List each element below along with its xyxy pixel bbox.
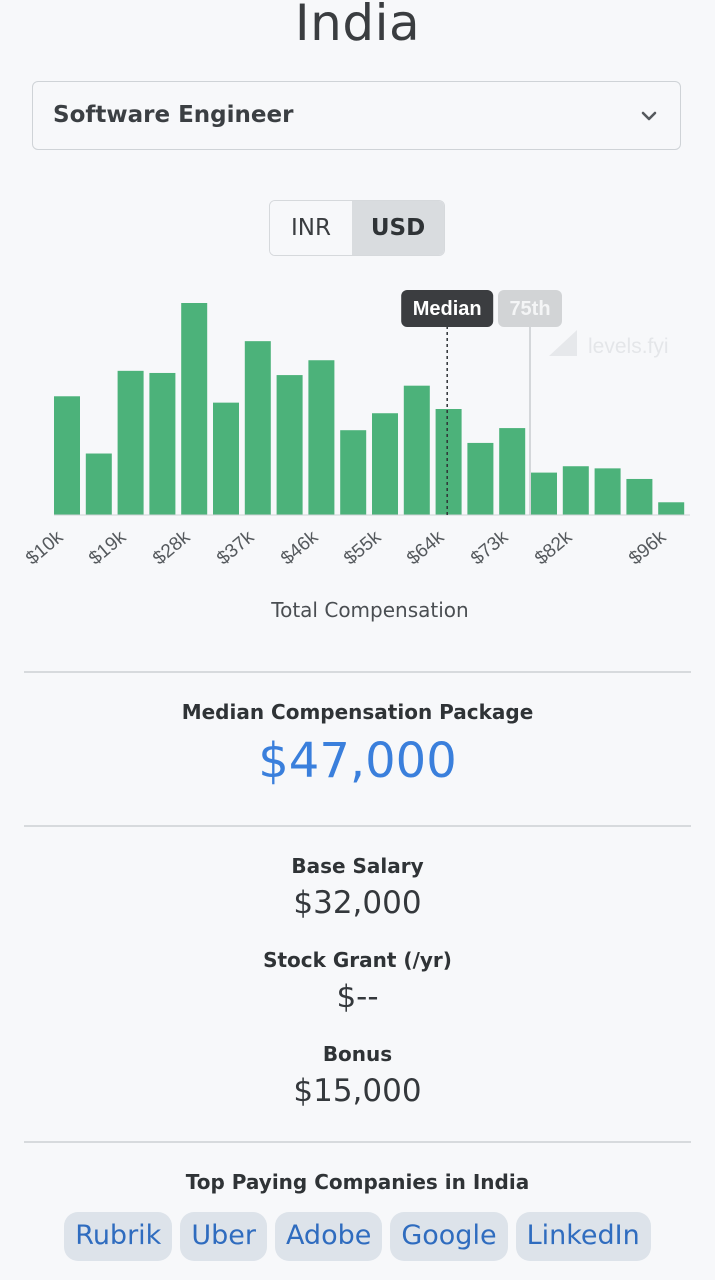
histogram-bar[interactable] bbox=[372, 413, 398, 515]
stock-grant-label: Stock Grant (/yr) bbox=[263, 948, 452, 972]
histogram-bar[interactable] bbox=[467, 442, 494, 515]
base-salary-label: Base Salary bbox=[291, 854, 424, 878]
histogram-bar[interactable] bbox=[244, 341, 271, 515]
x-tick-label: $46k bbox=[277, 526, 322, 569]
top-companies-list: Rubrik Uber Adobe Google LinkedIn bbox=[0, 1212, 715, 1261]
company-chip-linkedin[interactable]: LinkedIn bbox=[515, 1212, 651, 1261]
base-salary-value: $32,000 bbox=[293, 885, 422, 921]
x-tick-label: $82k bbox=[531, 526, 576, 569]
chevron-down-icon bbox=[641, 111, 657, 121]
histogram-bar[interactable] bbox=[403, 385, 430, 515]
company-chip-rubrik[interactable]: Rubrik bbox=[64, 1212, 173, 1261]
median-package-value: $47,000 bbox=[258, 733, 457, 789]
currency-usd-button[interactable]: USD bbox=[352, 201, 444, 255]
histogram-bar[interactable] bbox=[54, 396, 80, 515]
histogram-bar[interactable] bbox=[85, 453, 112, 515]
x-tick-label: $10k bbox=[22, 526, 67, 569]
x-tick-label: $37k bbox=[213, 526, 258, 569]
bonus-value: $15,000 bbox=[293, 1073, 422, 1109]
histogram-bar[interactable] bbox=[658, 502, 685, 515]
histogram-bar[interactable] bbox=[340, 430, 367, 515]
job-title-select[interactable]: Software Engineer bbox=[32, 81, 681, 150]
median-package-label: Median Compensation Package bbox=[181, 700, 534, 724]
histogram-bar[interactable] bbox=[531, 472, 557, 515]
histogram-bar[interactable] bbox=[117, 370, 144, 515]
company-chip-adobe[interactable]: Adobe bbox=[274, 1212, 383, 1261]
histogram-bar[interactable] bbox=[308, 360, 335, 515]
divider bbox=[24, 825, 691, 827]
stock-grant-value: $-- bbox=[336, 979, 379, 1015]
job-title-select-value: Software Engineer bbox=[53, 102, 294, 128]
watermark-text: levels.fyi bbox=[588, 335, 669, 358]
page-title: India bbox=[294, 0, 421, 52]
histogram-bar[interactable] bbox=[626, 478, 653, 515]
company-chip-uber[interactable]: Uber bbox=[180, 1212, 267, 1261]
x-axis-title: Total Compensation bbox=[271, 598, 469, 622]
x-tick-label: $19k bbox=[85, 526, 130, 569]
percentile-marker-median[interactable]: Median bbox=[401, 290, 494, 515]
histogram-bar[interactable] bbox=[499, 428, 526, 515]
x-tick-label: $28k bbox=[149, 526, 194, 569]
histogram-bar[interactable] bbox=[181, 303, 208, 515]
histogram-bar[interactable] bbox=[435, 409, 462, 515]
histogram-bar[interactable] bbox=[213, 402, 239, 515]
divider bbox=[24, 1141, 691, 1143]
x-tick-label: $64k bbox=[403, 526, 448, 569]
histogram-bar[interactable] bbox=[149, 372, 176, 515]
x-tick-label: $96k bbox=[625, 526, 670, 569]
percentile-marker-label: 75th bbox=[509, 298, 550, 320]
histogram-bar[interactable] bbox=[562, 466, 589, 515]
percentile-marker-label: Median bbox=[413, 298, 482, 320]
histogram-bar[interactable] bbox=[594, 468, 621, 515]
percentile-marker-75th[interactable]: 75th bbox=[498, 290, 562, 515]
currency-toggle[interactable]: INR USD bbox=[269, 200, 445, 256]
bonus-label: Bonus bbox=[322, 1042, 393, 1066]
currency-inr-button[interactable]: INR bbox=[270, 201, 352, 255]
company-chip-google[interactable]: Google bbox=[390, 1212, 508, 1261]
x-tick-label: $55k bbox=[340, 526, 385, 569]
compensation-histogram: levels.fyi99th95th75thMedian$10k$19k$28k… bbox=[22, 290, 690, 569]
x-tick-label: $73k bbox=[467, 526, 512, 569]
histogram-bar[interactable] bbox=[276, 375, 303, 515]
top-companies-title: Top Paying Companies in India bbox=[185, 1170, 530, 1194]
divider bbox=[24, 671, 691, 673]
levels-fyi-watermark: levels.fyi bbox=[549, 330, 669, 358]
